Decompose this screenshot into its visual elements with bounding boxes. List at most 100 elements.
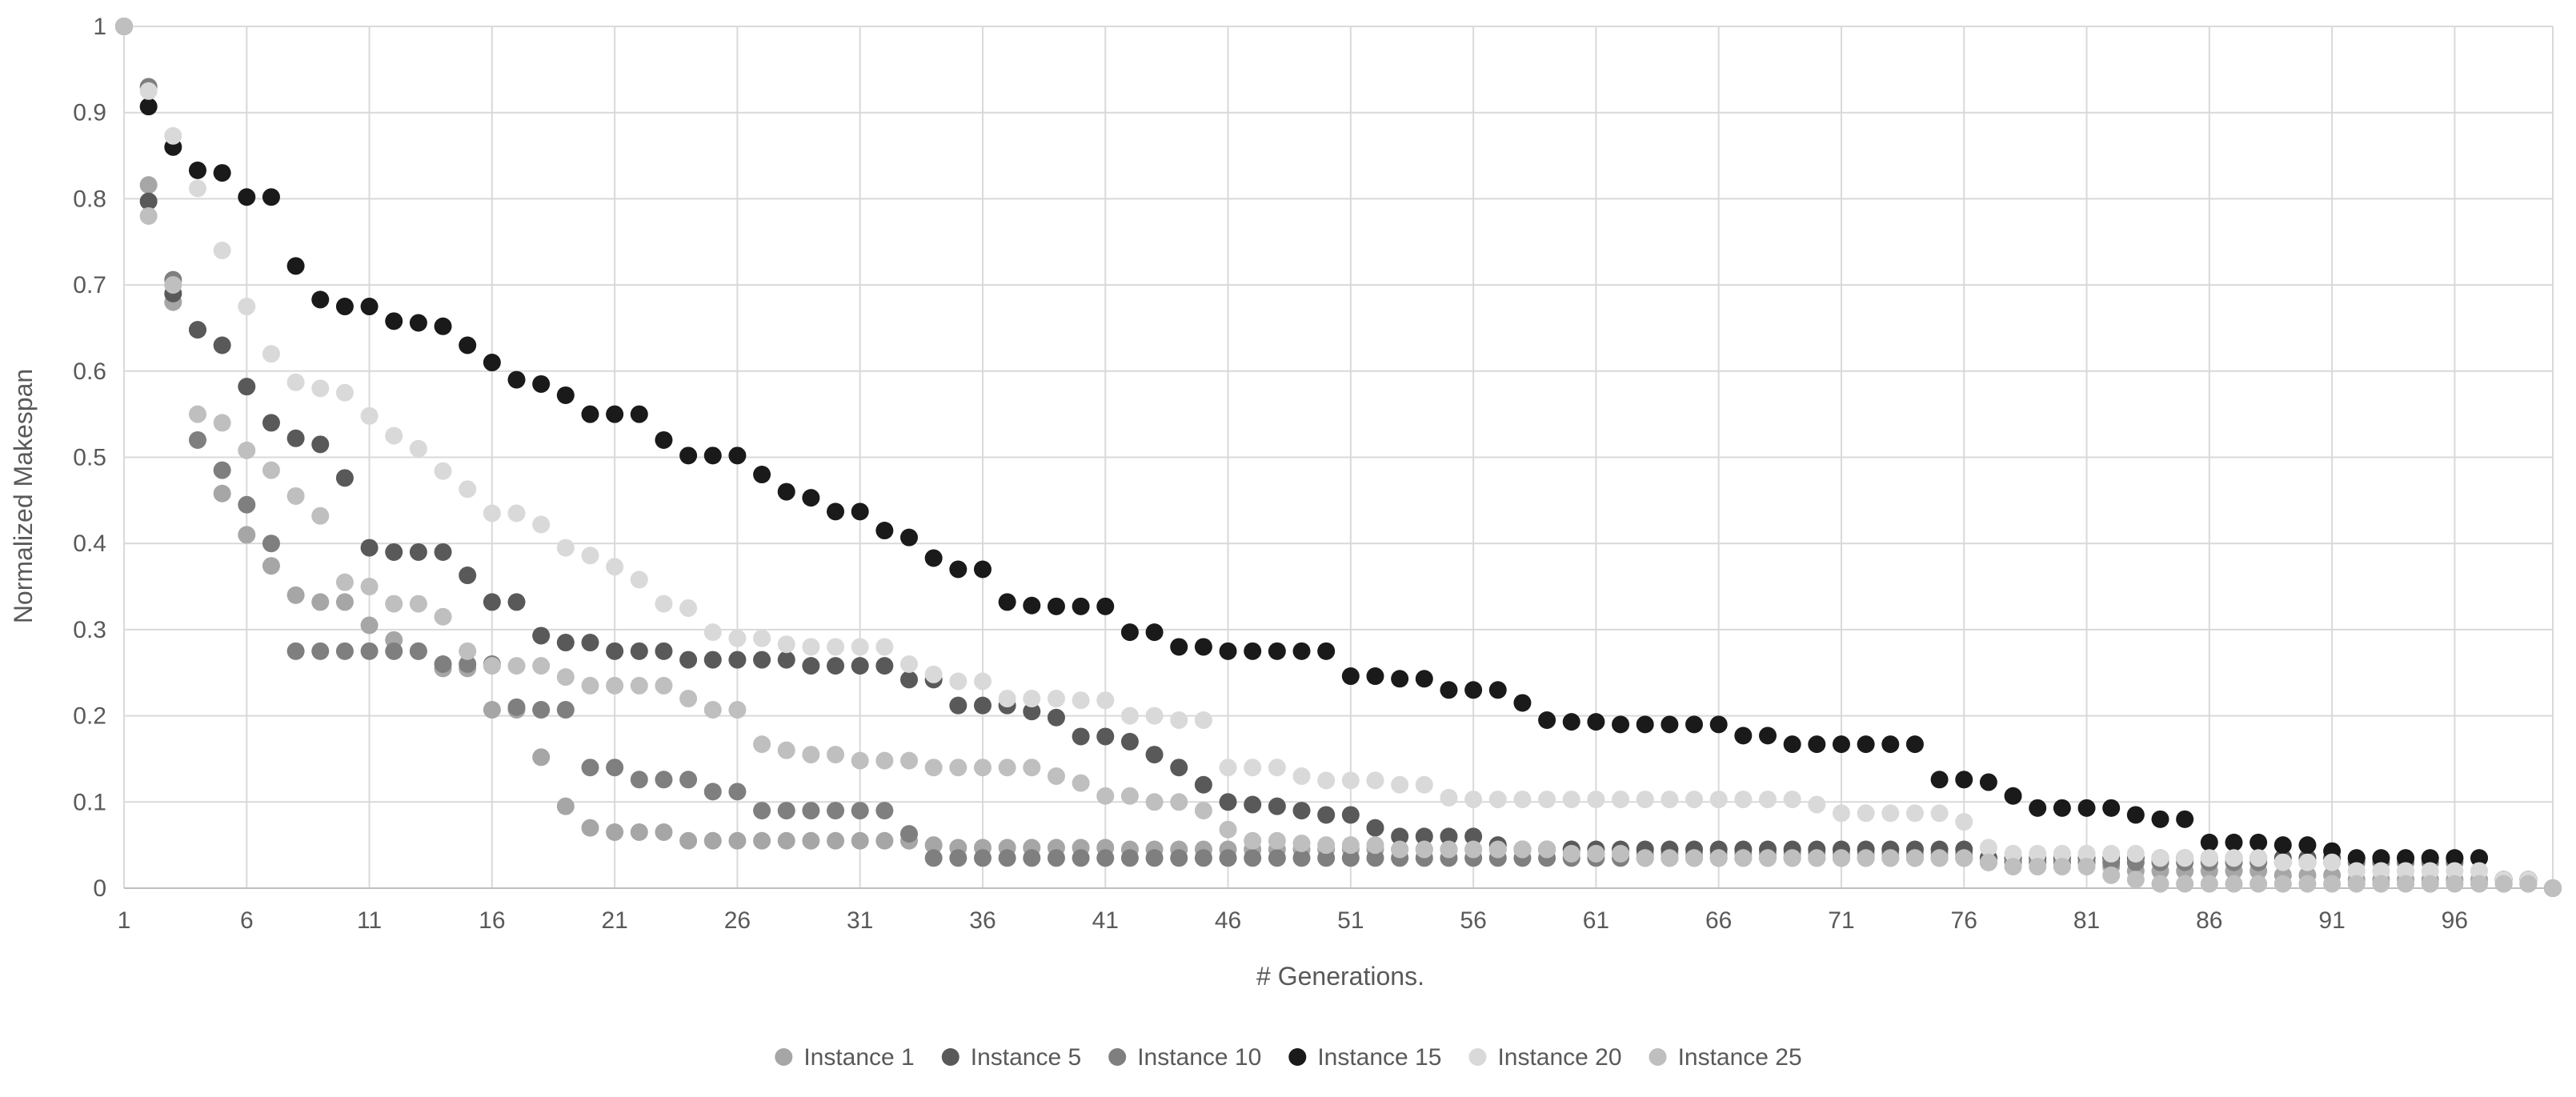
data-point xyxy=(1857,804,1875,823)
data-point xyxy=(262,414,280,432)
data-point xyxy=(900,751,919,770)
data-point xyxy=(875,802,894,820)
data-point xyxy=(2347,862,2366,880)
data-point xyxy=(606,642,624,660)
data-point xyxy=(1979,853,1997,871)
data-point xyxy=(238,298,256,316)
x-tick-label: 86 xyxy=(2196,907,2222,934)
data-point xyxy=(2029,858,2047,876)
data-point xyxy=(1758,849,1777,867)
data-point xyxy=(1832,849,1850,867)
data-point xyxy=(1391,670,1409,688)
y-tick-label: 0.7 xyxy=(73,272,106,298)
data-point xyxy=(2372,849,2390,867)
data-point xyxy=(973,696,992,715)
data-point xyxy=(1955,849,1973,867)
data-point xyxy=(2077,858,2096,876)
x-tick-label: 31 xyxy=(847,907,873,934)
data-point xyxy=(827,502,845,521)
data-point xyxy=(1219,642,1237,660)
data-point xyxy=(924,665,943,683)
data-point xyxy=(1709,849,1728,867)
data-point xyxy=(1464,840,1483,859)
data-point xyxy=(2372,862,2390,880)
data-point xyxy=(777,741,795,759)
data-point xyxy=(1415,670,1433,688)
data-point xyxy=(164,126,182,145)
y-tick-label: 0.5 xyxy=(73,445,106,471)
y-tick-label: 0.9 xyxy=(73,100,106,126)
data-point xyxy=(827,638,845,656)
data-point xyxy=(1120,787,1139,805)
data-point xyxy=(360,298,379,316)
data-point xyxy=(1562,713,1580,731)
data-point xyxy=(753,466,771,484)
data-point xyxy=(728,701,747,719)
data-point xyxy=(1513,694,1532,712)
data-point xyxy=(581,546,599,565)
data-point xyxy=(777,651,795,669)
data-point xyxy=(1219,793,1237,811)
data-point xyxy=(1244,795,1262,814)
series-instance-25 xyxy=(115,18,2562,897)
data-point xyxy=(1145,707,1164,725)
data-point xyxy=(1219,849,1237,867)
data-point xyxy=(532,657,551,675)
x-tick-label: 76 xyxy=(1951,907,1977,934)
data-point xyxy=(1734,791,1753,809)
data-point xyxy=(335,298,354,316)
data-point xyxy=(2446,849,2464,867)
data-point xyxy=(335,573,354,591)
data-point xyxy=(851,657,869,675)
data-point xyxy=(703,831,722,850)
data-point xyxy=(1440,827,1458,846)
data-point xyxy=(1341,806,1360,824)
data-point xyxy=(556,386,575,404)
data-point xyxy=(900,528,919,546)
data-point xyxy=(1955,771,1973,789)
data-point xyxy=(1881,849,1900,867)
data-point xyxy=(2151,875,2169,893)
data-point xyxy=(2274,836,2292,855)
data-point xyxy=(679,771,698,789)
data-point xyxy=(1194,638,1212,656)
data-point xyxy=(2004,844,2022,863)
data-point xyxy=(483,504,501,522)
data-point xyxy=(1194,802,1212,820)
data-point xyxy=(655,771,673,789)
legend-label: Instance 10 xyxy=(1137,1044,1261,1071)
data-point xyxy=(385,642,403,660)
y-tick-label: 0.2 xyxy=(73,703,106,730)
data-point xyxy=(827,831,845,850)
y-tick-label: 0.8 xyxy=(73,186,106,212)
data-point xyxy=(581,405,599,423)
data-point xyxy=(924,836,943,855)
data-point xyxy=(1317,806,1336,824)
data-point xyxy=(311,642,330,660)
data-point xyxy=(655,676,673,695)
data-point xyxy=(2274,875,2292,893)
data-point xyxy=(434,317,452,335)
data-point xyxy=(532,515,551,534)
data-point xyxy=(556,701,575,719)
data-point xyxy=(581,634,599,652)
x-tick-label: 36 xyxy=(969,907,996,934)
data-point xyxy=(139,192,158,210)
data-point xyxy=(1120,849,1139,867)
data-point xyxy=(1317,849,1336,867)
legend-item: Instance 20 xyxy=(1468,1044,1622,1071)
data-point xyxy=(973,560,992,579)
data-point xyxy=(1120,707,1139,725)
data-point xyxy=(1391,775,1409,794)
data-point xyxy=(1979,773,1997,791)
data-point xyxy=(286,486,305,505)
legend: Instance 1 Instance 5 Instance 10 Instance … xyxy=(775,1044,1802,1071)
data-point xyxy=(1930,804,1949,823)
data-point xyxy=(1072,849,1090,867)
data-point xyxy=(238,188,256,206)
data-point xyxy=(385,542,403,561)
data-point xyxy=(139,206,158,225)
data-point xyxy=(188,161,206,179)
x-tick-label: 1 xyxy=(118,907,131,934)
